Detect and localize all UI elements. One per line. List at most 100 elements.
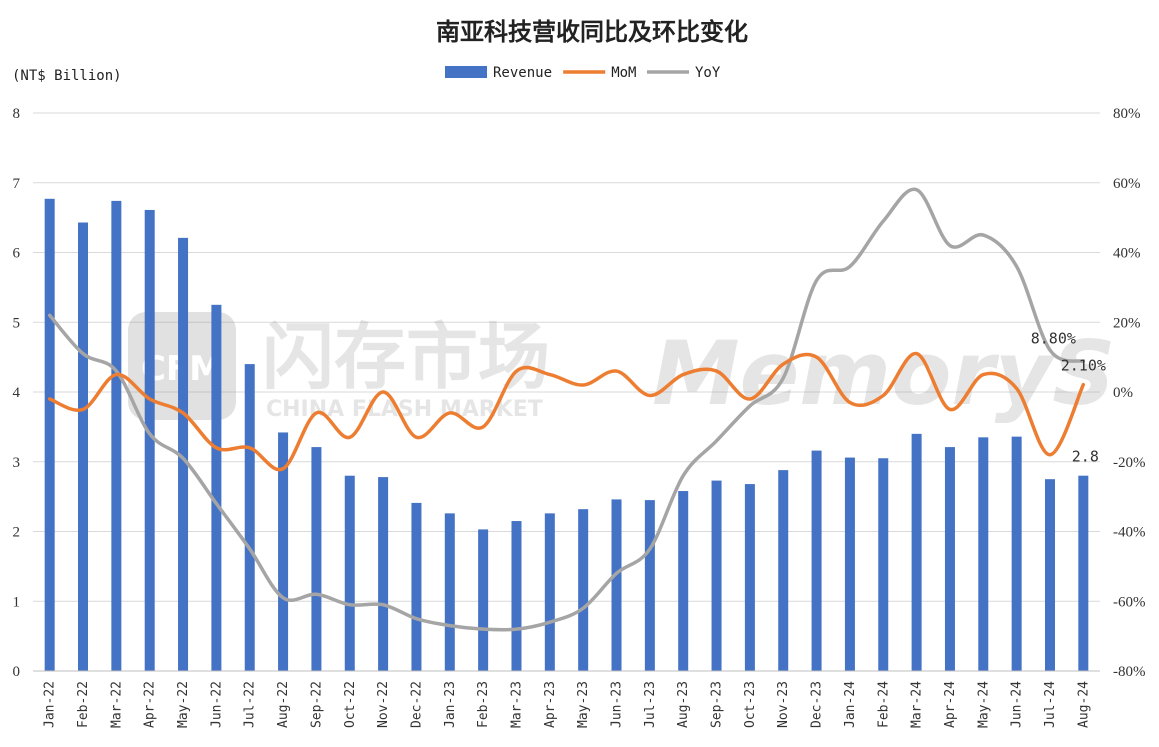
data-labels: 2.8 2.10% 8.80%	[1031, 329, 1106, 465]
x-tick: Sep-23	[710, 681, 725, 728]
revenue-bar	[1078, 475, 1089, 671]
x-tick: Jan-24	[843, 681, 858, 728]
x-tick: Feb-24	[876, 681, 891, 728]
series-line-mom	[47, 351, 1086, 472]
revenue-bar	[778, 470, 789, 671]
revenue-bar	[1044, 479, 1055, 671]
x-tick: Nov-23	[776, 681, 791, 728]
revenue-bar	[344, 475, 355, 671]
chart-title: 南亚科技营收同比及环比变化	[436, 18, 748, 46]
x-tick: Apr-23	[543, 681, 558, 728]
x-tick: Jun-24	[1010, 681, 1025, 728]
y-right-tick: 80%	[1113, 106, 1141, 122]
revenue-bar	[711, 480, 722, 671]
revenue-bar	[511, 521, 522, 671]
revenue-bar	[278, 432, 289, 671]
revenue-bar	[578, 509, 589, 671]
x-tick: Jun-22	[209, 681, 224, 728]
series-line-yoy	[47, 187, 1086, 632]
y-left-tick: 7	[13, 176, 21, 192]
x-tick: Oct-22	[343, 681, 358, 728]
x-tick: Mar-24	[910, 681, 925, 728]
legend-label-yoy: YoY	[695, 65, 721, 81]
revenue-bar	[211, 304, 222, 671]
x-tick: Mar-22	[109, 681, 124, 728]
y-right-tick: -20%	[1113, 455, 1146, 471]
revenue-bar	[644, 500, 655, 671]
revenue-bar	[78, 222, 89, 671]
x-tick: Feb-23	[476, 681, 491, 728]
watermark-brand: MemoryS	[652, 322, 1116, 425]
x-tick: May-23	[576, 681, 591, 728]
y-right-tick: -60%	[1113, 594, 1146, 610]
revenue-bar	[378, 477, 389, 671]
x-tick: Aug-23	[676, 681, 691, 728]
axes: 0 1 2 3 4 5 6 7 8 -80% -60% -40% -20% 0% 20% 40% 60% 80% J…	[13, 106, 1146, 728]
y-left-tick: 0	[13, 664, 21, 680]
watermark-en: CHINA FLASH MARKET	[266, 397, 543, 422]
x-tick: Apr-22	[143, 681, 158, 728]
revenue-bar	[44, 198, 55, 672]
revenue-bar	[744, 484, 755, 671]
x-tick: Jan-22	[43, 681, 58, 728]
y-right-tick: 40%	[1113, 246, 1141, 262]
revenue-bar	[178, 237, 189, 672]
y-right-tick: -40%	[1113, 525, 1146, 541]
x-tick: Jun-23	[610, 681, 625, 728]
y-left-tick: 1	[13, 594, 21, 610]
revenue-bar	[311, 447, 322, 671]
x-tick: Jul-23	[643, 681, 658, 728]
x-tick: Jan-23	[443, 681, 458, 728]
x-tick: Oct-23	[743, 681, 758, 728]
gridlines	[33, 112, 1100, 602]
series-lines	[47, 187, 1086, 632]
revenue-bar	[811, 450, 822, 671]
x-tick: Dec-23	[810, 681, 825, 728]
y-right-tick: 0%	[1113, 385, 1133, 401]
revenue-bar	[111, 200, 122, 671]
revenue-bar	[1011, 436, 1022, 671]
revenue-bar	[678, 491, 689, 671]
revenue-bar	[978, 437, 989, 671]
unit-label: (NT$ Billion)	[12, 68, 122, 84]
y-right-tick: 60%	[1113, 176, 1141, 192]
y-right-tick: 20%	[1113, 315, 1141, 331]
x-tick: Sep-22	[309, 681, 324, 728]
revenue-bar	[944, 447, 955, 671]
legend: Revenue MoM YoY	[445, 65, 721, 81]
revenue-bar	[611, 499, 622, 671]
x-tick: May-22	[176, 681, 191, 728]
data-label-yoy: 8.80%	[1031, 329, 1076, 347]
y-left-tick: 3	[13, 455, 21, 471]
watermark: CFM 闪存市场 CHINA FLASH MARKET MemoryS	[128, 312, 1116, 425]
revenue-bar	[144, 209, 155, 671]
x-tick: Mar-23	[509, 681, 524, 728]
revenue-bar	[844, 457, 855, 671]
x-tick: Apr-24	[943, 681, 958, 728]
revenue-bar	[478, 529, 489, 671]
y-left-tick: 2	[13, 525, 21, 541]
x-tick: Aug-22	[276, 681, 291, 728]
y-left-tick: 5	[13, 315, 21, 331]
legend-label-revenue: Revenue	[493, 65, 552, 81]
revenue-bar	[444, 513, 455, 671]
revenue-bar	[544, 513, 555, 671]
x-tick: Nov-22	[376, 681, 391, 728]
data-label-mom: 2.10%	[1061, 357, 1106, 375]
watermark-cn: 闪存市场	[262, 315, 550, 399]
x-tick: Jul-24	[1043, 681, 1058, 728]
data-label-revenue: 2.8	[1072, 448, 1099, 466]
legend-swatch-revenue	[445, 66, 487, 78]
y-left-tick: 4	[13, 385, 21, 401]
x-tick: Aug-24	[1076, 681, 1091, 728]
x-tick: Jul-22	[243, 681, 258, 728]
revenue-bars	[44, 198, 1089, 672]
revenue-bar	[911, 433, 922, 671]
x-tick: Feb-22	[76, 681, 91, 728]
x-tick: May-24	[976, 681, 991, 728]
y-right-tick: -80%	[1113, 664, 1146, 680]
revenue-bar	[244, 364, 255, 671]
revenue-bar	[411, 502, 422, 671]
revenue-bar	[878, 458, 889, 671]
